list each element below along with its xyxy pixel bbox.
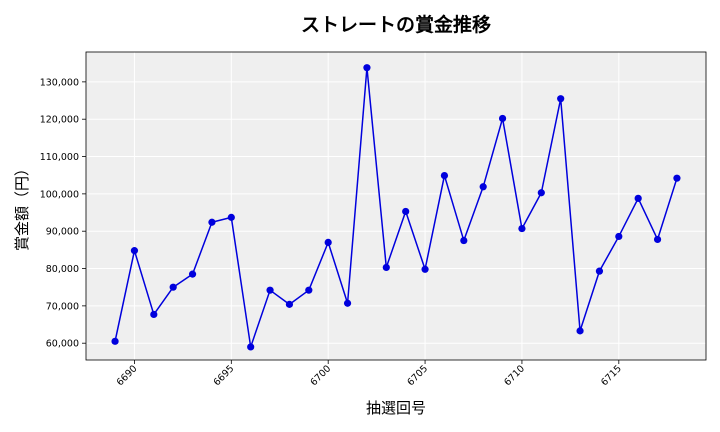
x-tick-label: 6690 bbox=[115, 363, 140, 388]
series-line bbox=[114, 66, 678, 348]
data-point bbox=[227, 213, 235, 221]
data-point bbox=[479, 183, 487, 191]
data-point bbox=[247, 343, 255, 351]
data-point bbox=[615, 232, 623, 241]
x-tick-label: 6695 bbox=[212, 363, 237, 388]
y-tick-label: 100,000 bbox=[40, 189, 79, 200]
data-point bbox=[111, 337, 119, 345]
data-point bbox=[673, 174, 681, 182]
data-point bbox=[557, 95, 565, 103]
data-point bbox=[169, 283, 177, 291]
data-point bbox=[343, 299, 352, 307]
x-tick-label: 6700 bbox=[308, 363, 333, 388]
data-point bbox=[285, 300, 294, 308]
data-point bbox=[460, 236, 468, 245]
data-point bbox=[324, 238, 332, 246]
series-group bbox=[111, 64, 681, 351]
y-ticks: 60,000 70,000 80,000 90,000 100,000 110,000 12… bbox=[40, 77, 86, 350]
plot-frame bbox=[85, 51, 707, 361]
axes bbox=[85, 51, 707, 361]
data-point bbox=[266, 286, 274, 294]
x-tick-label: 6705 bbox=[405, 363, 430, 388]
y-tick-label: 130,000 bbox=[40, 77, 79, 88]
data-point bbox=[421, 265, 429, 273]
data-point bbox=[634, 194, 642, 202]
data-point bbox=[208, 218, 216, 226]
y-axis-label: 賞金額（円） bbox=[13, 161, 31, 251]
data-point bbox=[363, 64, 371, 72]
y-tick-label: 110,000 bbox=[40, 152, 79, 163]
data-point bbox=[576, 327, 584, 335]
data-point bbox=[537, 189, 545, 197]
data-point bbox=[440, 171, 449, 180]
x-ticks: 6690 6695 6700 6705 6710 6715 bbox=[115, 360, 624, 388]
data-point bbox=[150, 310, 158, 319]
data-point bbox=[130, 247, 139, 255]
data-point bbox=[498, 114, 507, 123]
plot-area bbox=[86, 52, 706, 360]
y-tick-label: 90,000 bbox=[46, 227, 79, 238]
data-point bbox=[653, 235, 662, 244]
grid bbox=[86, 52, 706, 360]
y-tick-label: 70,000 bbox=[46, 301, 79, 312]
x-axis-label: 抽選回号 bbox=[366, 399, 426, 417]
y-tick-label: 80,000 bbox=[46, 264, 79, 275]
data-point bbox=[305, 286, 313, 294]
x-tick-label: 6715 bbox=[599, 363, 624, 388]
data-point bbox=[402, 207, 410, 216]
y-tick-label: 120,000 bbox=[40, 115, 79, 126]
data-point bbox=[382, 263, 390, 272]
data-point bbox=[188, 270, 197, 278]
chart-title: ストレートの賞金推移 bbox=[301, 13, 491, 36]
data-point bbox=[518, 224, 526, 233]
data-point bbox=[595, 267, 604, 275]
x-tick-label: 6710 bbox=[502, 363, 527, 388]
y-tick-label: 60,000 bbox=[46, 339, 79, 350]
